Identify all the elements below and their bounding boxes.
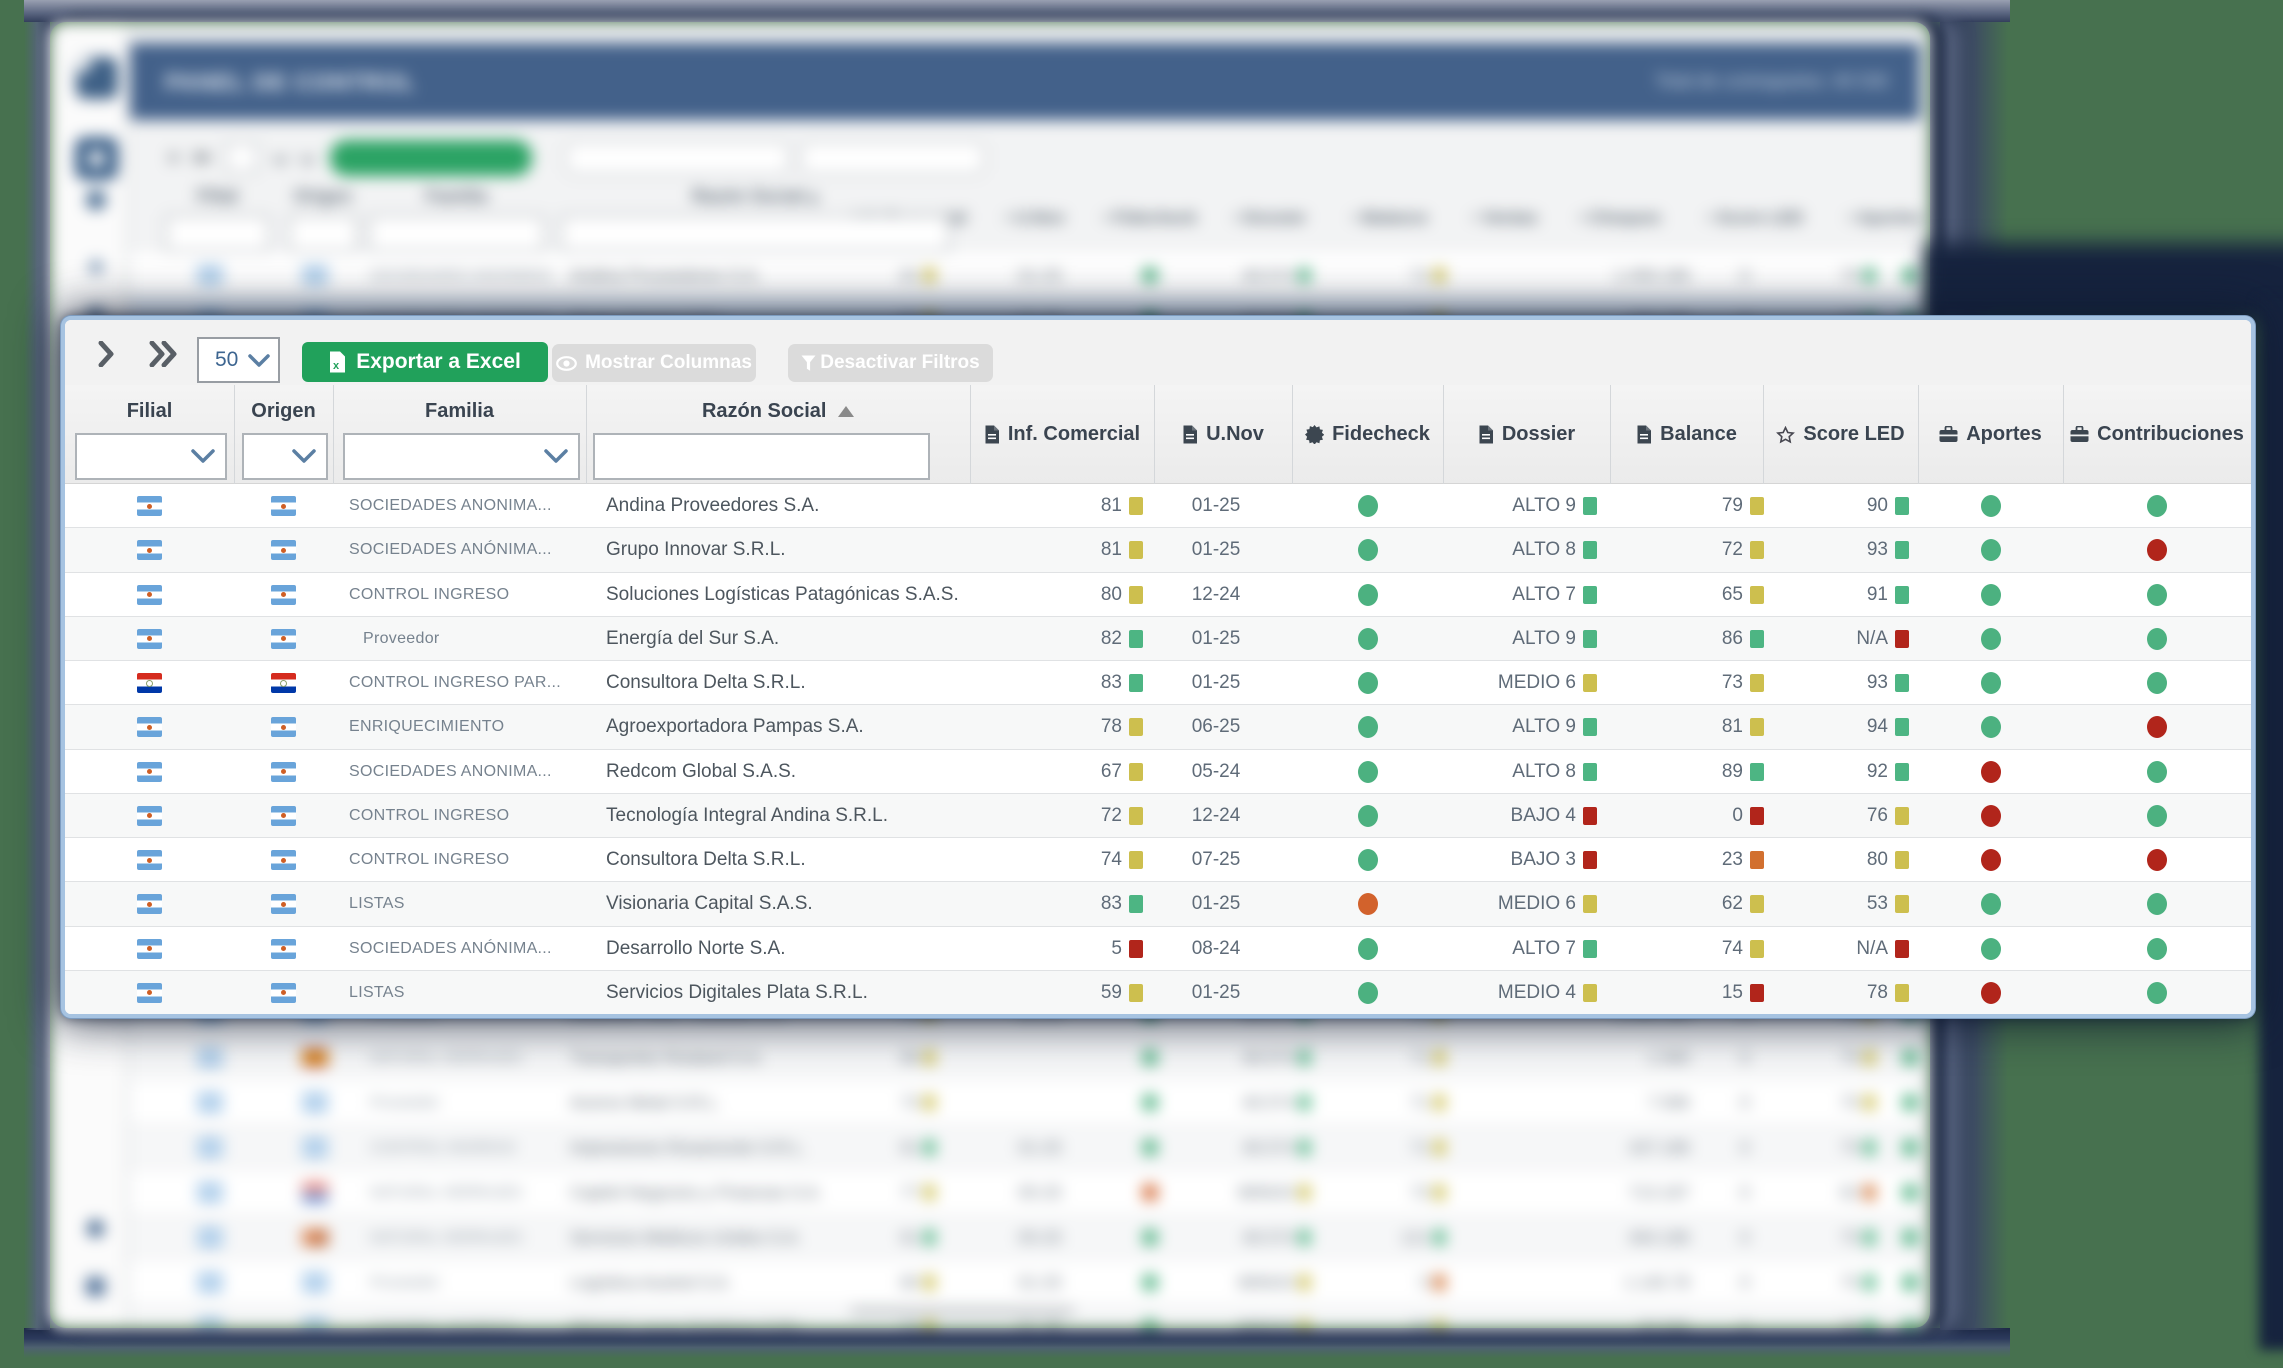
svg-text:x: x xyxy=(333,360,340,372)
